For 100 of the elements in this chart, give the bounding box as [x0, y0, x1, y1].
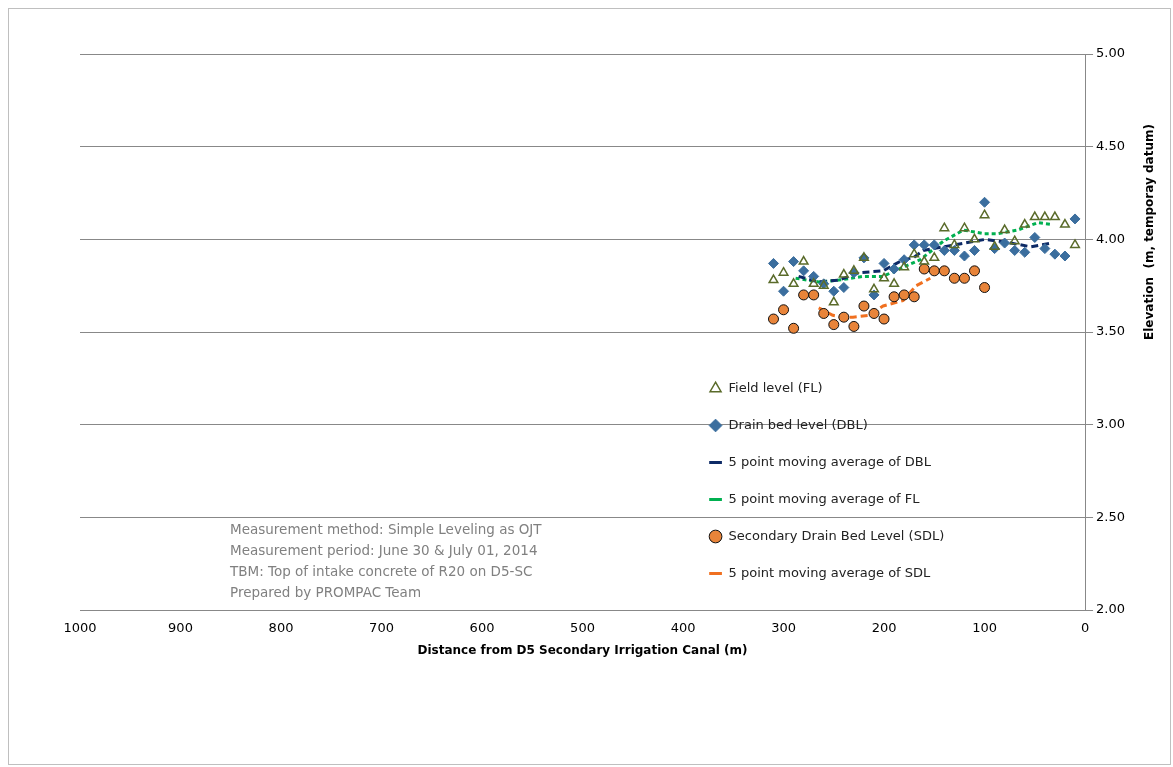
y-tick-label: 2.50 [1096, 508, 1126, 524]
point [1069, 213, 1081, 225]
point [808, 289, 820, 301]
point [938, 244, 950, 256]
legend-label: Drain bed level (DBL) [728, 416, 868, 432]
point [868, 283, 880, 293]
point [888, 291, 900, 303]
point [948, 244, 960, 256]
x-tick-label: 900 [168, 620, 193, 636]
x-tick-label: 200 [871, 620, 897, 636]
x-tick-label: 1000 [63, 620, 97, 636]
point [778, 304, 790, 316]
point [848, 265, 859, 275]
point [888, 263, 900, 275]
point [918, 239, 930, 251]
annotation: Measurement period: June 30 & July 01, 2014 [230, 541, 539, 560]
point [928, 239, 940, 251]
point [788, 322, 800, 334]
x-tick-label: 300 [771, 620, 796, 636]
point [938, 265, 950, 277]
point [979, 209, 990, 219]
point [939, 222, 950, 232]
point [928, 265, 940, 277]
point [838, 311, 850, 323]
x-tick-label: 0 [1080, 620, 1090, 636]
point [808, 278, 819, 288]
x-tick-label: 800 [268, 620, 294, 636]
point [767, 313, 779, 325]
point [948, 272, 960, 284]
point [1039, 243, 1051, 255]
legend-label: 5 point moving average of SDL [728, 564, 932, 580]
y-tick-label: 3.50 [1096, 323, 1126, 339]
point [898, 289, 910, 301]
point [908, 291, 920, 303]
annotation: Measurement method: Simple Leveling as OJT [230, 520, 542, 539]
point [969, 233, 980, 243]
point [828, 319, 840, 331]
point [1039, 211, 1050, 221]
annotation: TBM: Top of intake concrete of R20 on D5-SC [230, 562, 534, 581]
y-tick-label: 3.00 [1096, 416, 1126, 432]
point [878, 272, 890, 282]
legend-label: Secondary Drain Bed Level (SDL) [728, 527, 945, 543]
point [918, 263, 930, 275]
point [979, 282, 991, 294]
point [1019, 218, 1030, 228]
point [989, 241, 1000, 250]
point [979, 196, 991, 208]
x-axis-title: Distance from D5 Secondary Irrigation Canal (m) [417, 642, 748, 657]
x-tick-label: 700 [369, 620, 394, 636]
point [878, 313, 890, 325]
y-axis-title: Elevation (m, temporay datum) [1142, 124, 1157, 340]
point [1029, 211, 1040, 221]
legend-label: Field level (FL) [728, 379, 823, 395]
point [999, 237, 1011, 249]
point [1019, 246, 1031, 258]
point [1049, 248, 1061, 260]
point [798, 265, 810, 277]
point [958, 250, 970, 262]
point [1009, 244, 1021, 256]
point [768, 274, 779, 284]
point [828, 285, 840, 297]
x-tick-label: 600 [469, 620, 495, 636]
point [778, 266, 789, 276]
point [1009, 235, 1020, 245]
point [999, 224, 1010, 234]
point [798, 289, 810, 301]
point [767, 257, 779, 269]
point [1059, 250, 1071, 262]
annotation: Prepared by PROMPAC Team [230, 583, 423, 602]
point [949, 239, 960, 249]
x-tick-label: 100 [972, 620, 997, 636]
y-tick-label: 5.00 [1096, 45, 1126, 61]
legend-label: 5 point moving average of FL [728, 490, 921, 506]
point [778, 285, 790, 297]
point [909, 248, 920, 258]
point [818, 307, 830, 319]
point [878, 257, 890, 269]
point [969, 244, 980, 256]
point [788, 278, 799, 288]
point [899, 261, 910, 271]
x-tick-label: 500 [570, 620, 595, 636]
y-tick-label: 2.00 [1096, 601, 1126, 617]
point [889, 278, 900, 288]
point [1069, 239, 1081, 249]
point [919, 255, 930, 265]
point [838, 268, 849, 278]
y-tick-label: 4.00 [1096, 230, 1126, 246]
point [838, 282, 850, 294]
x-tick-label: 400 [670, 620, 696, 636]
point [1029, 231, 1041, 243]
point [908, 239, 920, 251]
point [969, 265, 980, 277]
point [1049, 211, 1060, 221]
point [798, 255, 809, 265]
point [959, 222, 970, 232]
point [868, 307, 880, 319]
y-tick-label: 4.50 [1096, 138, 1126, 154]
point [1059, 218, 1071, 228]
point [858, 300, 870, 312]
legend-label: 5 point moving average of DBL [728, 453, 932, 469]
